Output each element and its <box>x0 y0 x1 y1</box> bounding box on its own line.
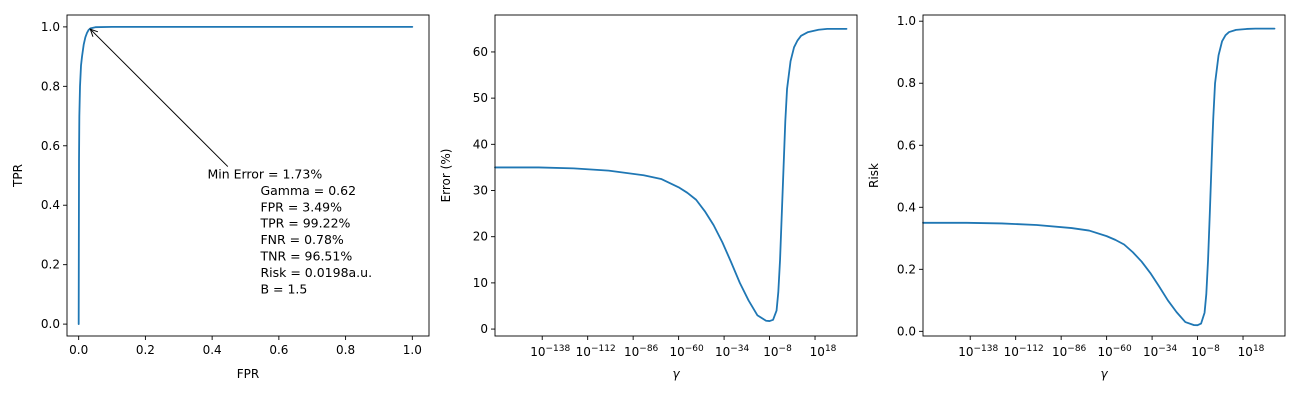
annotation-line: Risk = 0.0198a.u. <box>260 265 372 280</box>
y-tick-label: 30 <box>473 184 488 198</box>
y-tick-label: 10 <box>473 276 488 290</box>
y-tick-label: 0.8 <box>41 79 60 93</box>
series-line-0 <box>922 27 1276 327</box>
y-tick-label: 0.8 <box>897 76 916 90</box>
x-tick-label: 10−34 <box>1143 344 1178 359</box>
y-tick-label: 0.6 <box>897 138 916 152</box>
y-tick-label: 1.0 <box>41 20 60 34</box>
x-tick-label: 0.6 <box>269 343 288 357</box>
annotation-line: TNR = 96.51% <box>259 248 352 263</box>
annotation-line: FNR = 0.78% <box>260 232 343 247</box>
y-axis-label: Risk <box>867 163 881 188</box>
annotation-line: B = 1.5 <box>260 281 307 296</box>
x-tick-label: 0.8 <box>336 343 355 357</box>
y-tick-label: 60 <box>473 45 488 59</box>
x-tick-label: 10−8 <box>1191 344 1220 359</box>
x-tick-label: 10−60 <box>669 344 704 359</box>
x-tick-label: 1018 <box>810 344 837 359</box>
x-tick-label: 1018 <box>1238 344 1265 359</box>
series-line-0 <box>494 27 848 322</box>
plot-frame <box>922 14 1286 337</box>
x-tick-label: 0.0 <box>69 343 88 357</box>
y-tick-label: 0.6 <box>41 139 60 153</box>
x-tick-label: 0.4 <box>203 343 222 357</box>
x-tick-label: 0.2 <box>136 343 155 357</box>
y-axis-label: Error (%) <box>439 149 453 203</box>
x-tick-label: 10−8 <box>763 344 792 359</box>
annotation-arrow <box>89 28 229 167</box>
y-tick-label: 0.0 <box>897 324 916 338</box>
plot-frame <box>66 14 430 337</box>
x-tick-label: 10−138 <box>530 344 570 359</box>
y-tick-label: 0.2 <box>897 262 916 276</box>
x-axis-label: γ <box>672 367 680 381</box>
y-axis-label: TPR <box>11 164 25 188</box>
x-tick-label: 10−86 <box>624 344 659 359</box>
x-tick-label: 10−34 <box>715 344 750 359</box>
plot-frame <box>494 14 858 337</box>
x-axis-label: γ <box>1100 367 1108 381</box>
x-tick-label: 10−60 <box>1097 344 1132 359</box>
annotation-line: FPR = 3.49% <box>260 199 342 214</box>
x-tick-label: 1.0 <box>403 343 422 357</box>
panel-error-vs-gamma: 10−138 10−112 10−86 10−60 10−34 10−8 1018 0 10 20… <box>439 14 858 381</box>
annotation-line: Gamma = 0.62 <box>260 183 356 198</box>
y-tick-label: 1.0 <box>897 14 916 28</box>
y-tick-label: 0.4 <box>41 198 60 212</box>
series-line-0 <box>77 25 414 326</box>
annotation-line: Min Error = 1.73% <box>207 166 322 181</box>
annotation-arrowhead <box>89 28 99 37</box>
panel-risk-vs-gamma: 10−138 10−112 10−86 10−60 10−34 10−8 1018 0.0 0.… <box>867 14 1286 381</box>
y-tick-label: 40 <box>473 137 488 151</box>
y-tick-label: 0.2 <box>41 258 60 272</box>
annotation-line: TPR = 99.22% <box>259 216 350 231</box>
x-tick-label: 10−112 <box>576 344 616 359</box>
y-tick-label: 0 <box>480 322 488 336</box>
x-axis-label: FPR <box>237 367 259 381</box>
x-tick-label: 10−112 <box>1004 344 1044 359</box>
y-tick-label: 50 <box>473 91 488 105</box>
y-tick-label: 20 <box>473 230 488 244</box>
y-tick-label: 0.0 <box>41 317 60 331</box>
x-tick-label: 10−138 <box>958 344 998 359</box>
x-tick-label: 10−86 <box>1052 344 1087 359</box>
y-tick-label: 0.4 <box>897 200 916 214</box>
panel-roc: 0.0 0.2 0.4 0.6 0.8 1.0 0.0 0.2 0.4 0.6 0.8 1.0 FPR T… <box>11 14 430 381</box>
